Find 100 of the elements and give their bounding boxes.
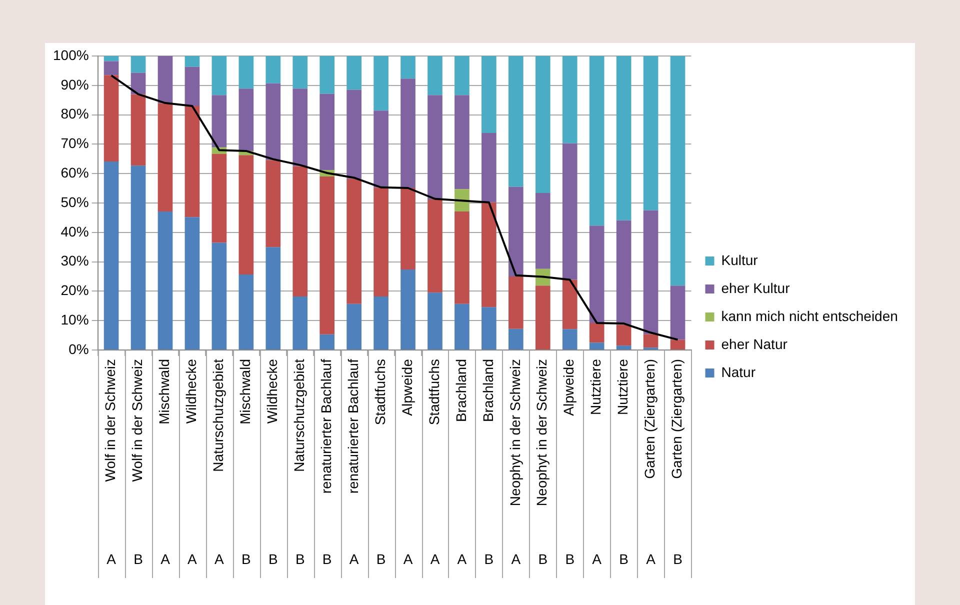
text: B	[134, 550, 143, 567]
y-tick-label: 30%	[60, 252, 89, 269]
text: A	[160, 550, 171, 567]
bar	[212, 242, 227, 350]
text: A	[592, 550, 602, 567]
y-tick-label: 100%	[52, 46, 89, 63]
bar	[428, 56, 442, 96]
bar	[616, 346, 632, 350]
bar	[104, 75, 119, 162]
bar	[184, 217, 200, 350]
bar	[508, 328, 524, 350]
bar	[562, 329, 578, 350]
bar	[400, 188, 416, 270]
legend-label: Kultur	[721, 252, 758, 268]
bar	[238, 155, 254, 274]
bar	[130, 56, 146, 73]
bar	[158, 56, 173, 104]
text: A	[430, 550, 440, 567]
bar	[562, 56, 578, 144]
bar	[454, 304, 470, 350]
bar	[400, 78, 416, 188]
bar	[292, 296, 308, 350]
legend-label: eher Kultur	[721, 280, 790, 296]
bar	[212, 95, 227, 148]
bar	[589, 342, 604, 350]
text: B	[673, 550, 682, 567]
x-tick-label: Wildhecke	[183, 358, 200, 424]
y-tick-label: 60%	[60, 164, 89, 180]
y-tick-label: 80%	[60, 106, 89, 122]
y-tick-label: 10%	[60, 311, 89, 328]
bar	[184, 106, 200, 218]
text: A	[646, 550, 656, 567]
y-tick-label: 40%	[60, 223, 89, 240]
bar	[400, 56, 416, 79]
legend-label: kann mich nicht entscheiden	[721, 308, 898, 324]
bar	[374, 110, 388, 188]
bar	[670, 56, 686, 286]
bar	[616, 56, 632, 220]
bar	[482, 307, 496, 350]
bar	[428, 199, 442, 293]
bar	[562, 280, 578, 330]
text: B	[241, 550, 251, 567]
bar	[589, 226, 604, 323]
x-tick-label: Garten (Ziergarten)	[668, 359, 685, 479]
bar	[320, 94, 335, 170]
x-tick-label: Wolf in der Schweiz	[129, 359, 146, 482]
x-tick-label: renaturierter Bachlauf	[344, 358, 361, 494]
y-tick-label: 70%	[60, 135, 89, 152]
text: B	[376, 550, 386, 567]
text: B	[619, 550, 628, 567]
x-tick-label: Brachland	[480, 359, 496, 422]
legend-label: Natur	[721, 364, 756, 380]
text: B	[322, 550, 332, 567]
bar	[454, 189, 470, 212]
bar	[292, 56, 308, 89]
x-tick-label: renaturierter Bachlauf	[318, 358, 334, 494]
bar	[104, 56, 119, 62]
bar	[346, 304, 362, 350]
x-tick-label: Nutztiere	[614, 358, 631, 416]
bar	[508, 56, 524, 187]
x-tick-label: Alpweide	[398, 358, 415, 416]
x-tick-label: Stadtfuchs	[372, 359, 388, 426]
bar	[508, 186, 524, 276]
bar	[320, 176, 335, 334]
x-tick-label: Neophyt in der Schweiz	[506, 359, 523, 506]
bar	[238, 274, 254, 350]
text: B	[295, 550, 305, 567]
x-tick-label: Stadtfuchs	[426, 359, 442, 426]
bar	[616, 220, 632, 325]
text: A	[188, 550, 198, 567]
x-tick-label: Brachland	[452, 359, 469, 422]
y-tick-label: 90%	[60, 76, 89, 92]
bar	[589, 56, 604, 226]
bar	[130, 166, 146, 350]
bar	[320, 56, 335, 94]
bar	[104, 61, 119, 76]
bar	[266, 160, 281, 248]
bar	[482, 202, 496, 308]
bar	[130, 94, 146, 166]
legend-label: eher Natur	[721, 336, 788, 352]
bar	[292, 166, 308, 296]
bar	[346, 90, 362, 179]
bar	[400, 269, 416, 350]
text: A	[214, 550, 225, 567]
bar	[643, 210, 658, 334]
x-tick-label: Neophyt in der Schweiz	[534, 359, 550, 506]
bar	[643, 56, 658, 210]
bar	[130, 72, 146, 94]
bar	[104, 162, 119, 350]
bar	[346, 178, 362, 304]
y-tick-label: 20%	[60, 282, 89, 298]
bar	[158, 212, 173, 350]
bar	[482, 56, 496, 134]
bar	[428, 95, 442, 200]
x-tick-label: Nutztiere	[588, 358, 604, 416]
x-tick-label: Garten (Ziergarten)	[642, 359, 658, 479]
bar	[535, 56, 550, 194]
bar	[266, 56, 281, 84]
y-tick-label: 0%	[68, 340, 89, 357]
bar	[212, 154, 227, 243]
